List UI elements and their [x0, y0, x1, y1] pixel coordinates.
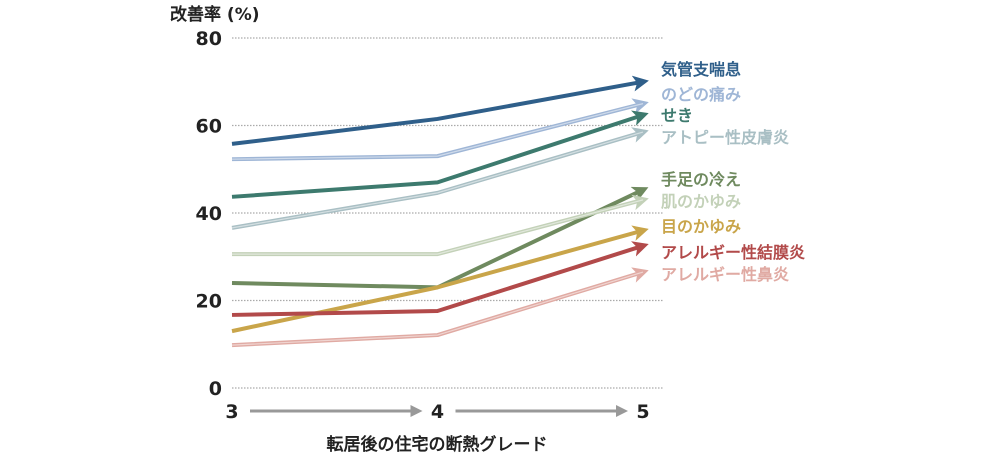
series-line	[231, 225, 649, 334]
series-label: 気管支喘息	[661, 60, 741, 79]
y-axis-label: 改善率 (%)	[170, 4, 260, 25]
series-label: のどの痛み	[661, 85, 741, 104]
series-label: アレルギー性鼻炎	[661, 265, 789, 284]
x-tick-label: 4	[431, 401, 444, 423]
series-line	[231, 186, 649, 290]
y-tick-label: 60	[196, 116, 222, 138]
y-tick-label: 80	[196, 28, 222, 50]
series-label: せき	[661, 106, 693, 125]
x-tick-label: 5	[636, 401, 649, 423]
series-line	[231, 241, 649, 317]
y-tick-label: 0	[209, 378, 222, 400]
x-tick-label: 3	[225, 401, 238, 423]
series-label: アレルギー性結膜炎	[661, 243, 805, 262]
x-axis-label: 転居後の住宅の断熱グレード	[327, 434, 548, 455]
series-label: 目のかゆみ	[661, 217, 741, 236]
y-tick-label: 20	[196, 291, 222, 313]
series-label: 手足の冷え	[661, 170, 741, 189]
series-label: 肌のかゆみ	[661, 192, 741, 211]
y-tick-label: 40	[196, 203, 222, 225]
series-label: アトピー性皮膚炎	[661, 128, 789, 147]
